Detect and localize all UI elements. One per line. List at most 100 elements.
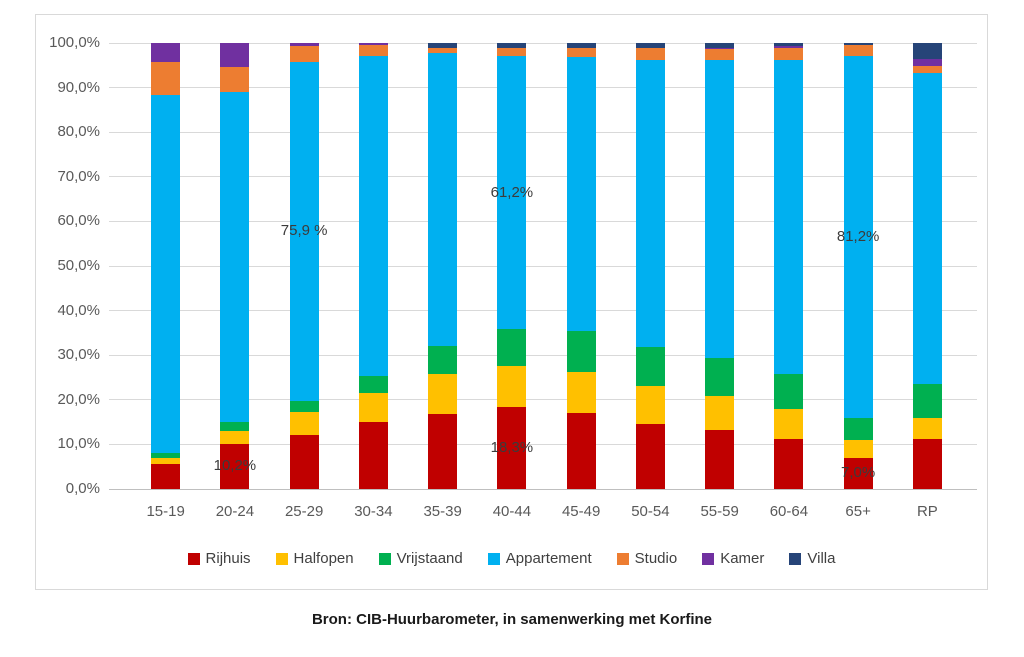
bar-30-34 — [358, 43, 388, 489]
plot-area: 0,0% 10,0% 20,0% 30,0% 40,0% 50,0% 60,0% 70,0% 8… — [49, 34, 977, 497]
x-axis-label-15-19: 15-19 — [146, 503, 185, 520]
legend: Rijhuis Halfopen Vrijstaand Appartement Stud… — [36, 550, 987, 567]
x-axis-label-20-24: 20-24 — [215, 503, 255, 520]
bars — [131, 43, 962, 489]
bar-25-29 — [289, 43, 319, 489]
bar-segment-rijhuis-45-49 — [566, 412, 596, 489]
x-axis-label-50-54: 50-54 — [631, 503, 670, 520]
legend-label-appartement: Appartement — [505, 550, 592, 567]
bar-slot-50-54 — [616, 43, 685, 489]
bar-segment-vrijstaand-65 — [843, 418, 873, 440]
bar-40-44 — [497, 43, 527, 489]
bar-55-59 — [705, 43, 735, 489]
bar-segment-appartement-40-44 — [497, 56, 527, 330]
bar-segment-appartement-15-19 — [151, 95, 181, 454]
bar-slot-20-24 — [200, 43, 269, 489]
bar-segment-villa-50-54 — [635, 43, 665, 49]
gridline — [109, 131, 977, 133]
bar-segment-rijhuis-50-54 — [635, 423, 665, 489]
bar-rp — [912, 43, 942, 489]
x-axis-label-45-49: 45-49 — [561, 503, 601, 520]
bar-50-54 — [635, 43, 665, 489]
gridline — [109, 176, 977, 178]
legend-swatch-villa — [789, 552, 802, 565]
bar-segment-appartement-25-29 — [289, 62, 319, 401]
bar-segment-appartement-rp — [912, 73, 942, 385]
bar-slot-15-19 — [131, 43, 200, 489]
bar-segment-villa-45-49 — [566, 43, 596, 49]
bar-segment-appartement-50-54 — [635, 59, 665, 347]
legend-item-halfopen: Halfopen — [275, 550, 354, 567]
legend-item-villa: Villa — [789, 550, 835, 567]
bar-segment-appartement-60-64 — [774, 59, 804, 375]
bar-segment-rijhuis-25-29 — [289, 434, 319, 489]
legend-label-studio: Studio — [634, 550, 678, 567]
bar-segment-vrijstaand-30-34 — [358, 376, 388, 394]
y-axis-tick-label: 90,0% — [57, 78, 100, 96]
legend-item-vrijstaand: Vrijstaand — [378, 550, 463, 567]
bar-segment-villa-35-39 — [428, 43, 458, 48]
legend-swatch-vrijstaand — [378, 552, 391, 565]
bar-segment-kamer-20-24 — [220, 43, 250, 68]
x-axis-label-25-29: 25-29 — [284, 503, 324, 520]
gridline — [109, 87, 977, 89]
legend-swatch-halfopen — [275, 552, 288, 565]
bar-20-24 — [220, 43, 250, 489]
bar-segment-villa-rp — [912, 43, 942, 59]
bar-segment-vrijstaand-15-19 — [151, 453, 181, 458]
bar-segment-studio-40-44 — [497, 47, 527, 57]
bar-65 — [843, 43, 873, 489]
legend-swatch-rijhuis — [187, 552, 200, 565]
x-axis-label-55-59: 55-59 — [700, 503, 739, 520]
bar-segment-villa-55-59 — [705, 43, 735, 48]
y-axis-tick-label: 30,0% — [57, 346, 100, 364]
bar-segment-studio-50-54 — [635, 48, 665, 60]
bar-segment-appartement-55-59 — [705, 59, 735, 359]
bar-segment-rijhuis-60-64 — [774, 438, 804, 489]
y-axis-tick-label: 50,0% — [57, 257, 100, 274]
bar-segment-halfopen-15-19 — [151, 457, 181, 464]
chart-area: 0,0% 10,0% 20,0% 30,0% 40,0% 50,0% 60,0% 70,0% 8… — [35, 14, 988, 590]
bar-segment-vrijstaand-25-29 — [289, 400, 319, 413]
y-axis-tick-label: 100,0% — [49, 34, 100, 51]
x-axis: 15-19 20-24 25-29 30-34 35-39 40-44 45-49 50-54… — [131, 489, 962, 520]
bar-segment-studio-25-29 — [289, 46, 319, 63]
bar-segment-rijhuis-30-34 — [358, 422, 388, 489]
bar-slot-30-34 — [339, 43, 408, 489]
bar-segment-vrijstaand-40-44 — [497, 329, 527, 366]
bar-segment-studio-rp — [912, 66, 942, 74]
bar-segment-appartement-30-34 — [358, 55, 388, 377]
bar-segment-rijhuis-40-44 — [497, 407, 527, 489]
gridline — [109, 42, 977, 44]
bar-segment-appartement-20-24 — [220, 91, 250, 423]
bar-segment-rijhuis-65 — [843, 457, 873, 489]
bar-segment-vrijstaand-35-39 — [428, 345, 458, 375]
bar-segment-halfopen-35-39 — [428, 374, 458, 415]
bar-segment-rijhuis-20-24 — [220, 443, 250, 489]
legend-label-rijhuis: Rijhuis — [205, 550, 251, 567]
bar-slot-35-39 — [408, 43, 477, 489]
bar-segment-studio-15-19 — [151, 62, 181, 96]
bar-segment-halfopen-45-49 — [566, 371, 596, 413]
bar-segment-vrijstaand-20-24 — [220, 422, 250, 431]
bar-segment-rijhuis-15-19 — [151, 463, 181, 489]
x-axis-label-30-34: 30-34 — [354, 503, 393, 520]
bar-15-19 — [151, 43, 181, 489]
y-axis-tick-label: 10,0% — [57, 435, 100, 453]
legend-label-vrijstaand: Vrijstaand — [396, 550, 463, 567]
bar-segment-villa-60-64 — [774, 43, 804, 47]
legend-item-studio: Studio — [616, 550, 678, 567]
bar-segment-halfopen-65 — [843, 439, 873, 458]
x-axis-label-40-44: 40-44 — [492, 503, 532, 520]
bar-segment-vrijstaand-rp — [912, 384, 942, 418]
bar-segment-halfopen-25-29 — [289, 412, 319, 435]
bar-segment-studio-35-39 — [428, 47, 458, 53]
x-axis-label-65: 65+ — [845, 503, 871, 520]
gridline — [109, 265, 977, 267]
y-axis-tick-label: 0,0% — [65, 480, 100, 497]
legend-label-kamer: Kamer — [720, 550, 765, 567]
bar-segment-rijhuis-55-59 — [705, 430, 735, 489]
bar-segment-rijhuis-rp — [912, 438, 942, 489]
source-note: Bron: CIB-Huurbarometer, in samenwerking… — [311, 611, 713, 628]
